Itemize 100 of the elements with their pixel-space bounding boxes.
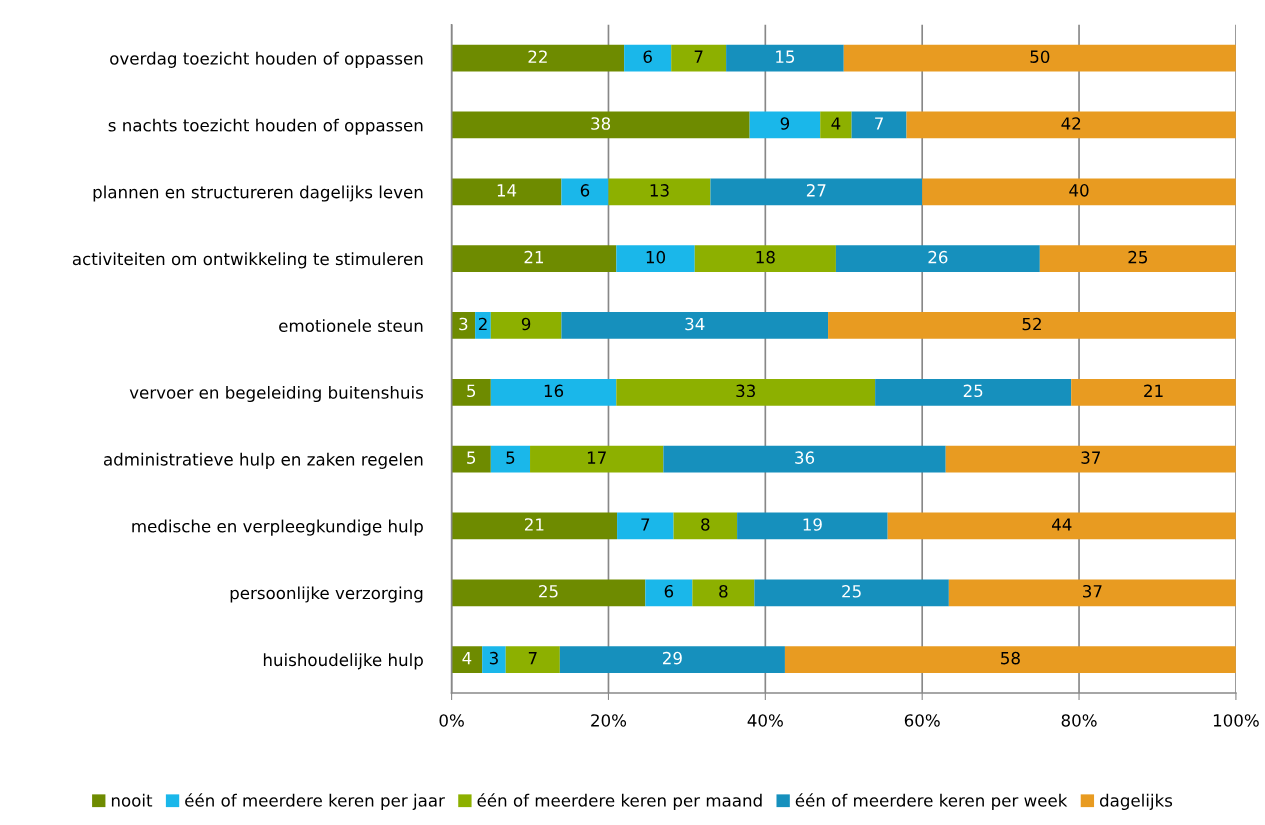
bar xyxy=(561,178,609,206)
bar xyxy=(948,579,1236,607)
data-label: 4 xyxy=(831,117,841,130)
x-tick-label: 100% xyxy=(1213,714,1259,727)
y-tick-label: persoonlijke verzorging xyxy=(230,586,423,603)
data-label: 37 xyxy=(1083,584,1102,598)
data-label: 25 xyxy=(1128,250,1148,264)
bar xyxy=(530,445,664,473)
legend-label: nooit xyxy=(111,793,153,807)
data-label: 3 xyxy=(459,317,468,331)
bar xyxy=(1071,378,1236,406)
bar xyxy=(749,111,821,139)
data-label: 33 xyxy=(736,384,755,398)
data-label: 21 xyxy=(524,518,544,531)
bar xyxy=(490,378,617,406)
bar xyxy=(945,445,1236,473)
bar xyxy=(820,111,852,139)
bar xyxy=(851,111,907,139)
bar xyxy=(505,646,560,673)
bar xyxy=(451,512,618,540)
bar xyxy=(835,245,1040,272)
bar xyxy=(692,579,755,607)
bar xyxy=(475,312,491,339)
data-label: 7 xyxy=(641,518,650,531)
data-label: 5 xyxy=(506,451,515,464)
data-label: 36 xyxy=(795,451,815,464)
data-label: 42 xyxy=(1061,117,1081,130)
data-label: 7 xyxy=(528,652,537,665)
bar xyxy=(451,378,491,406)
data-label: 5 xyxy=(467,384,476,398)
data-label: 25 xyxy=(842,584,861,598)
data-label: 34 xyxy=(685,317,705,331)
data-label: 6 xyxy=(664,584,674,598)
bar xyxy=(645,579,693,607)
bar xyxy=(671,44,727,72)
bar xyxy=(559,646,785,673)
y-tick-label: overdag toezicht houden of oppassen xyxy=(110,51,423,68)
data-label: 3 xyxy=(489,651,498,665)
data-label: 7 xyxy=(875,117,883,130)
bar xyxy=(737,512,888,540)
bar xyxy=(673,512,738,540)
bar xyxy=(784,646,1236,673)
bar xyxy=(617,512,674,540)
bar xyxy=(624,44,672,72)
data-label: 8 xyxy=(719,584,728,598)
bar xyxy=(451,178,562,206)
data-label: 37 xyxy=(1081,451,1100,464)
bar xyxy=(828,312,1236,339)
bar xyxy=(616,378,876,406)
data-label: 52 xyxy=(1022,317,1041,331)
data-label: 50 xyxy=(1030,50,1050,63)
y-tick-label: s nachts toezicht houden of oppassen xyxy=(108,118,423,135)
y-tick-label: plannen en structureren dagelijks leven xyxy=(93,185,423,202)
bar xyxy=(451,445,491,473)
y-tick-label: activiteiten om ontwikkeling te stimuleren xyxy=(72,252,423,269)
data-label: 9 xyxy=(780,117,790,130)
x-tick-label: 60% xyxy=(904,714,940,727)
data-label: 25 xyxy=(963,384,983,398)
data-label: 29 xyxy=(663,651,682,665)
y-tick-label: huishoudelijke hulp xyxy=(263,653,423,670)
data-label: 13 xyxy=(650,184,669,197)
data-label: 7 xyxy=(694,50,703,63)
legend-label: één of meerdere keren per jaar xyxy=(185,793,445,810)
data-label: 40 xyxy=(1069,184,1089,197)
data-label: 8 xyxy=(701,518,710,531)
data-label: 58 xyxy=(1001,651,1020,665)
data-label: 10 xyxy=(646,250,666,264)
x-tick-label: 80% xyxy=(1061,714,1097,727)
bar xyxy=(616,245,695,272)
legend-label: dagelijks xyxy=(1099,793,1173,810)
bar xyxy=(451,111,750,139)
data-label: 19 xyxy=(803,518,822,531)
bar xyxy=(875,378,1072,406)
bar xyxy=(451,44,625,72)
bar xyxy=(887,512,1236,540)
bar xyxy=(482,646,506,673)
y-tick-label: emotionele steun xyxy=(279,319,423,333)
x-tick-label: 20% xyxy=(591,714,627,727)
data-label: 26 xyxy=(928,250,948,264)
bar xyxy=(451,646,483,673)
data-label: 9 xyxy=(521,317,531,331)
data-label: 6 xyxy=(580,184,590,197)
bar xyxy=(451,245,617,272)
data-label: 44 xyxy=(1052,518,1072,531)
data-label: 22 xyxy=(528,50,547,63)
x-tick-label: 40% xyxy=(747,714,783,727)
bar xyxy=(451,579,646,607)
data-label: 6 xyxy=(643,50,652,63)
data-label: 17 xyxy=(587,451,606,464)
data-label: 16 xyxy=(544,384,564,398)
data-label: 5 xyxy=(467,451,476,464)
bar xyxy=(710,178,923,206)
data-label: 21 xyxy=(524,250,544,264)
y-tick-label: medische en verpleegkundige hulp xyxy=(132,519,423,536)
y-tick-label: vervoer en begeleiding buitenshuis xyxy=(129,385,424,403)
x-tick-label: 0% xyxy=(439,714,464,727)
bar xyxy=(754,579,949,607)
bar xyxy=(561,312,829,339)
bar xyxy=(490,445,531,473)
bar xyxy=(1039,245,1236,272)
